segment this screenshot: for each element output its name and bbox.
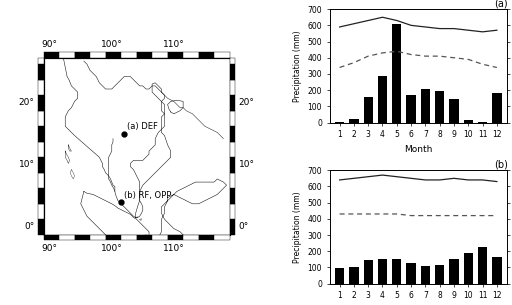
Bar xyxy=(450,259,459,284)
Bar xyxy=(230,219,235,235)
Bar xyxy=(167,235,183,240)
Bar xyxy=(183,235,199,240)
X-axis label: Month: Month xyxy=(404,145,433,154)
Text: (a) DEF: (a) DEF xyxy=(126,122,158,131)
Bar xyxy=(230,142,235,157)
Bar xyxy=(230,111,235,126)
Bar xyxy=(230,157,235,173)
Bar xyxy=(90,235,105,240)
Bar xyxy=(105,235,121,240)
Bar xyxy=(152,52,167,58)
Bar xyxy=(349,119,358,123)
Bar xyxy=(464,120,473,123)
Bar xyxy=(478,247,487,284)
Bar xyxy=(435,265,444,284)
Bar xyxy=(38,64,44,80)
Bar xyxy=(364,260,373,284)
Bar xyxy=(230,126,235,142)
Bar xyxy=(335,122,344,123)
Bar xyxy=(90,52,105,58)
Text: (b) RF, OPP: (b) RF, OPP xyxy=(123,191,171,200)
Bar xyxy=(121,52,137,58)
Bar xyxy=(38,80,44,95)
Bar xyxy=(464,253,473,284)
Bar xyxy=(230,95,235,111)
Bar xyxy=(214,52,230,58)
Bar xyxy=(183,52,199,58)
Bar xyxy=(230,58,235,64)
Bar xyxy=(44,235,59,240)
Bar xyxy=(407,264,416,284)
Bar xyxy=(75,235,90,240)
Bar xyxy=(152,235,167,240)
Bar xyxy=(137,235,152,240)
Bar xyxy=(38,58,44,64)
Bar xyxy=(75,52,90,58)
Bar xyxy=(121,235,137,240)
Bar xyxy=(378,76,387,123)
Bar xyxy=(421,266,430,284)
Bar xyxy=(450,99,459,123)
Bar xyxy=(59,52,75,58)
Bar xyxy=(38,188,44,204)
Y-axis label: Precipitation (mm): Precipitation (mm) xyxy=(293,191,302,263)
Bar xyxy=(364,97,373,123)
Bar xyxy=(421,89,430,123)
Bar xyxy=(349,267,358,284)
Y-axis label: Precipitation (mm): Precipitation (mm) xyxy=(293,30,302,102)
Bar xyxy=(167,52,183,58)
Bar xyxy=(230,64,235,80)
Bar xyxy=(199,52,214,58)
Bar xyxy=(38,95,44,111)
Bar xyxy=(392,24,401,123)
Bar xyxy=(44,52,59,58)
Bar xyxy=(38,173,44,188)
Bar xyxy=(137,52,152,58)
Bar xyxy=(214,235,230,240)
Text: (b): (b) xyxy=(495,159,508,169)
Bar xyxy=(230,80,235,95)
Bar xyxy=(199,235,214,240)
Bar xyxy=(230,204,235,219)
Bar xyxy=(435,91,444,123)
Text: (a): (a) xyxy=(495,0,508,8)
Bar xyxy=(392,259,401,284)
Bar xyxy=(492,93,502,123)
Bar xyxy=(38,219,44,235)
Bar xyxy=(407,95,416,123)
Bar xyxy=(478,122,487,123)
Bar xyxy=(59,235,75,240)
Bar xyxy=(378,259,387,284)
Bar xyxy=(38,142,44,157)
Bar xyxy=(335,268,344,284)
Bar xyxy=(38,157,44,173)
Bar xyxy=(38,111,44,126)
Bar xyxy=(38,126,44,142)
Bar xyxy=(38,204,44,219)
Bar xyxy=(105,52,121,58)
Bar xyxy=(230,173,235,188)
Bar xyxy=(230,188,235,204)
Bar xyxy=(492,257,502,284)
